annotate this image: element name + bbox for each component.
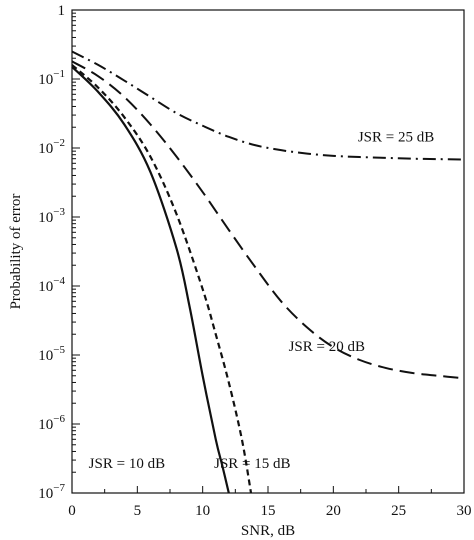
y-tick-label: 10−6	[38, 413, 65, 433]
y-tick-exponent: −5	[53, 344, 65, 356]
y-tick-exponent: −3	[53, 206, 65, 218]
x-tick-label: 20	[326, 503, 341, 519]
x-tick-label: 0	[68, 503, 76, 519]
y-tick-label: 10−2	[38, 137, 65, 157]
curve-label: JSR = 15 dB	[214, 456, 290, 472]
y-tick-exponent: −6	[53, 413, 65, 425]
curves	[71, 50, 465, 494]
y-tick-base: 10	[38, 417, 53, 433]
series-line-jsr-10-db	[71, 66, 230, 494]
y-tick-base: 10	[38, 210, 53, 226]
curve-label: JSR = 20 dB	[289, 339, 365, 355]
curve-labels: JSR = 25 dB JSR = 20 dB JSR = 10 dB JSR = 1…	[89, 129, 435, 472]
y-tick-label: 10−5	[38, 344, 65, 364]
y-tick-base: 10	[38, 141, 53, 157]
y-tick-label: 1	[58, 3, 66, 19]
series-line-jsr-15-db	[71, 64, 253, 494]
y-tick-base: 10	[38, 72, 53, 88]
y-tick-exponent: −7	[53, 482, 65, 494]
y-tick-label: 10−1	[38, 68, 65, 88]
y-tick-exponent: −1	[53, 68, 65, 80]
y-tick-base: 10	[38, 486, 53, 502]
y-tick-base: 1	[58, 3, 66, 19]
y-tick-exponent: −2	[53, 137, 65, 149]
x-tick-label: 5	[134, 503, 142, 519]
curve-label: JSR = 25 dB	[358, 129, 434, 145]
axes: 0 5 10 15 20 25 30110−110−210−310−410−510−610−…	[38, 3, 471, 519]
x-tick-label: 10	[195, 503, 210, 519]
x-tick-label: 25	[391, 503, 406, 519]
x-tick-label: 30	[457, 503, 472, 519]
y-tick-base: 10	[38, 279, 53, 295]
plot-frame	[71, 9, 465, 494]
y-tick-label: 10−7	[38, 482, 65, 502]
curve-label: JSR = 10 dB	[89, 456, 165, 472]
y-tick-base: 10	[38, 348, 53, 364]
series-line-jsr-20-db	[71, 60, 465, 380]
y-axis-label: Probability of error	[8, 194, 24, 310]
x-axis-label: SNR, dB	[241, 523, 295, 539]
x-tick-label: 15	[261, 503, 276, 519]
series-line-jsr-25-db	[71, 50, 465, 161]
y-tick-label: 10−4	[38, 275, 65, 295]
y-tick-exponent: −4	[53, 275, 65, 287]
y-tick-label: 10−3	[38, 206, 65, 226]
